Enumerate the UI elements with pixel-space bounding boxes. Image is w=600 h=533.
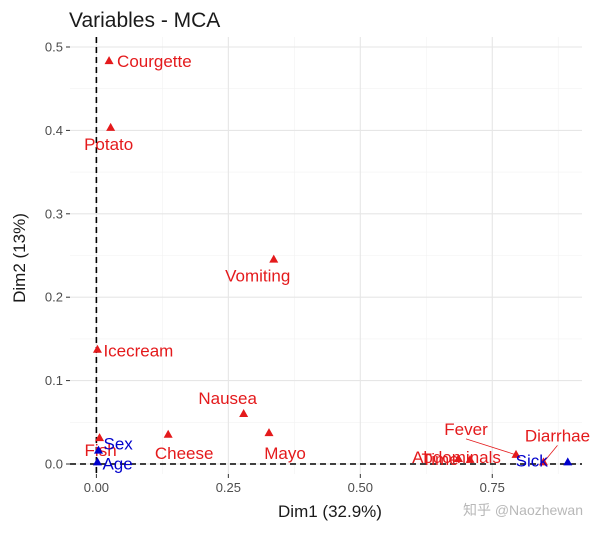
x-axis-title: Dim1 (32.9%) [278,502,382,521]
point-marker-nausea [239,408,249,417]
label-connector [543,445,558,463]
point-marker-vomiting [269,254,279,263]
x-tick-label: 0.00 [84,480,109,495]
point-label-sick: Sick [516,451,549,470]
point-label-vomiting: Vomiting [225,267,290,286]
y-tick-label: 0.2 [45,290,63,305]
y-tick-label: 0.3 [45,206,63,221]
point-label-courgette: Courgette [117,52,192,71]
watermark-text: 知乎 @Naozhewan [463,502,583,518]
point-marker-cheese [163,429,173,438]
point-label-sex: Sex [104,435,134,454]
point-marker-sick [563,457,573,466]
point-label-mayo: Mayo [264,444,306,463]
point-marker-diarrhae [538,457,548,466]
point-label-icecream: Icecream [103,342,173,361]
point-label-age: Age [102,454,132,473]
y-tick-label: 0.4 [45,123,63,138]
point-marker-fever [511,449,521,458]
point-marker-sex [94,445,104,454]
x-tick-label: 0.75 [480,480,505,495]
point-marker-age [92,457,102,466]
point-marker-mayo [264,428,274,437]
x-tick-label: 0.50 [348,480,373,495]
point-label-nausea: Nausea [198,389,257,408]
point-marker-courgette [104,56,114,65]
y-tick-label: 0.0 [45,456,63,471]
point-label-potato: Potato [84,135,133,154]
point-label-diarrhae: Diarrhae [525,426,590,445]
point-marker-abdominals [453,453,463,462]
point-label-abdominals: Abdominals [412,448,501,467]
plot-panel: 0.00 0.25 0.50 0.75 0.0 0.1 0.2 0.3 0.4 0.5 Courge… [45,37,590,495]
label-connector [465,438,517,456]
chart-title: Variables - MCA [69,9,220,32]
point-marker-potato [106,122,116,131]
point-label-fever: Fever [444,420,488,439]
point-marker-icecream [92,344,102,353]
x-tick-label: 0.25 [216,480,241,495]
point-marker-time [465,454,475,463]
y-tick-label: 0.5 [45,40,63,55]
y-axis-title: Dim2 (13%) [10,213,29,303]
point-label-time: Time [422,450,459,469]
point-label-cheese: Cheese [155,444,214,463]
point-marker-fish [95,433,105,442]
y-tick-label: 0.1 [45,373,63,388]
